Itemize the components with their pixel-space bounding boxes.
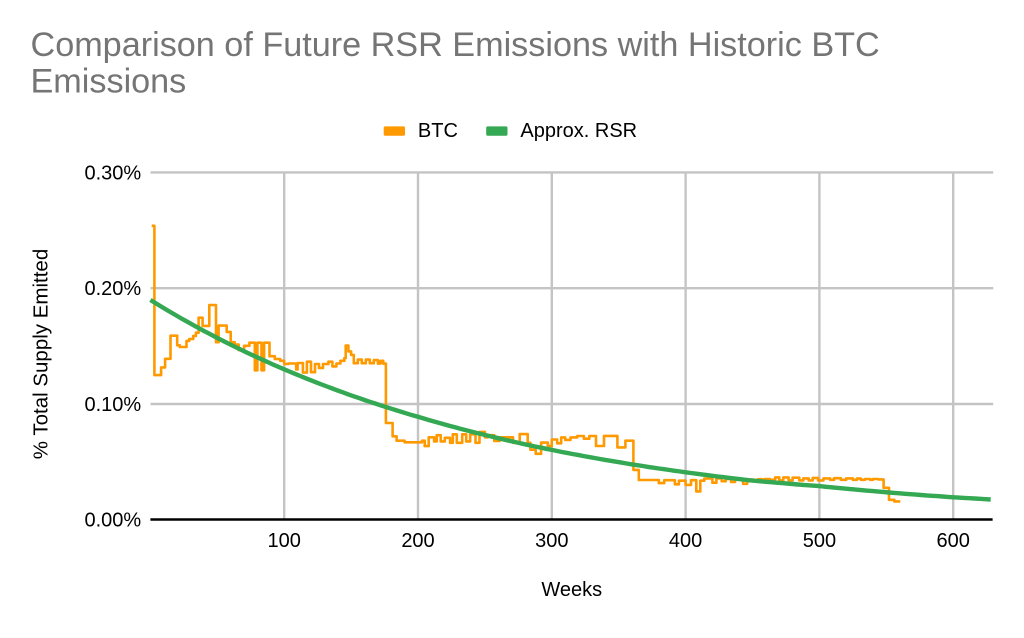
svg-text:Comparison of Future RSR Emiss: Comparison of Future RSR Emissions with … xyxy=(31,26,880,64)
svg-text:100: 100 xyxy=(268,530,301,552)
svg-text:Approx. RSR: Approx. RSR xyxy=(520,120,637,142)
svg-text:400: 400 xyxy=(669,530,702,552)
svg-text:500: 500 xyxy=(803,530,836,552)
svg-text:0.20%: 0.20% xyxy=(84,278,141,300)
svg-text:BTC: BTC xyxy=(418,120,458,142)
svg-text:Emissions: Emissions xyxy=(31,62,187,100)
svg-text:600: 600 xyxy=(937,530,970,552)
svg-text:0.30%: 0.30% xyxy=(84,162,141,184)
svg-text:Weeks: Weeks xyxy=(541,579,602,601)
svg-text:300: 300 xyxy=(535,530,568,552)
svg-text:0.00%: 0.00% xyxy=(84,510,141,532)
svg-text:0.10%: 0.10% xyxy=(84,394,141,416)
svg-text:200: 200 xyxy=(401,530,434,552)
svg-text:% Total Supply Emitted: % Total Supply Emitted xyxy=(29,249,52,459)
